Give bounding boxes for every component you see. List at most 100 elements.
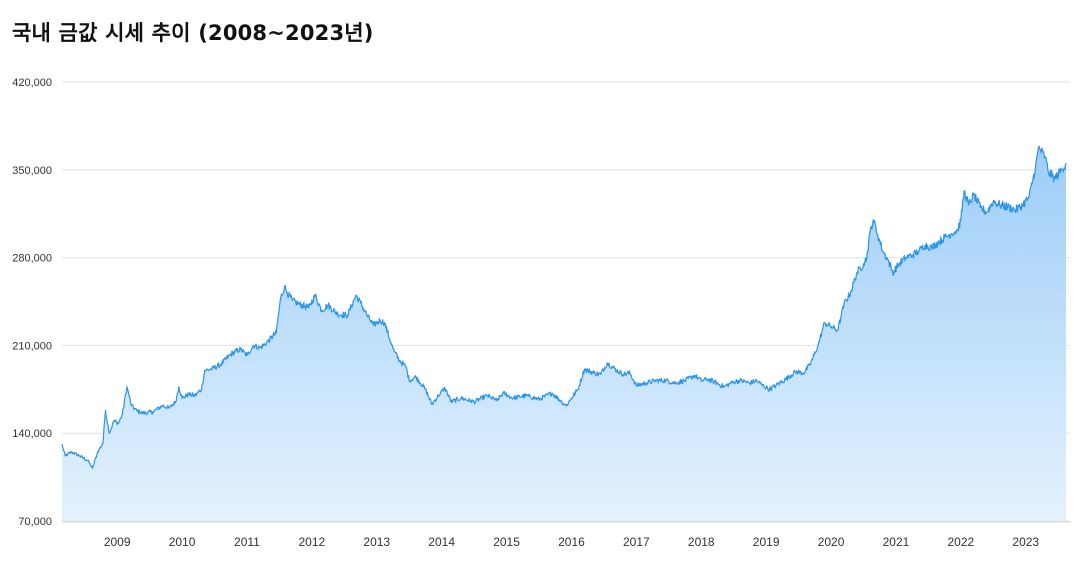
data-point [366, 314, 368, 316]
data-point [121, 413, 123, 415]
data-point [204, 369, 206, 372]
data-point [803, 372, 805, 374]
data-point [291, 299, 293, 301]
data-point [230, 353, 232, 355]
data-point [830, 325, 832, 328]
data-point [355, 294, 357, 296]
data-point [61, 443, 63, 446]
data-point [200, 388, 203, 390]
data-point [823, 322, 826, 324]
data-point [460, 397, 462, 399]
data-point [210, 368, 212, 370]
data-point [606, 362, 608, 364]
y-tick-label: 420,000 [12, 77, 52, 89]
x-tick-label: 2016 [558, 535, 585, 549]
data-point [905, 257, 907, 259]
data-point [408, 379, 410, 382]
data-point [694, 374, 696, 377]
data-point [700, 379, 702, 382]
data-point [565, 405, 567, 407]
data-point [635, 384, 637, 387]
data-point [986, 211, 988, 214]
data-point [892, 272, 894, 274]
data-point [538, 398, 540, 400]
data-point [862, 263, 865, 265]
data-point [104, 410, 107, 412]
data-point [174, 401, 177, 403]
data-point [645, 382, 647, 384]
y-tick-label: 140,000 [12, 428, 52, 440]
data-point [999, 204, 1001, 206]
data-point [937, 241, 939, 244]
data-point [1038, 146, 1040, 148]
data-point [775, 384, 777, 387]
data-point [239, 348, 242, 350]
data-point [473, 401, 475, 403]
data-point [168, 407, 170, 409]
data-point [102, 442, 104, 444]
y-tick-label: 70,000 [18, 516, 52, 528]
y-tick-label: 350,000 [12, 165, 52, 177]
data-point [71, 451, 73, 453]
data-point [924, 244, 926, 246]
data-point [314, 294, 316, 296]
data-point [194, 394, 196, 397]
data-point [117, 422, 120, 424]
data-point [346, 314, 349, 316]
data-point [450, 401, 452, 403]
y-tick-label: 210,000 [12, 340, 52, 352]
data-point [398, 359, 401, 362]
data-point [551, 392, 553, 394]
x-tick-label: 2009 [104, 535, 131, 549]
price-area-fill [62, 146, 1066, 521]
data-point [259, 347, 261, 349]
data-point [979, 206, 981, 209]
data-point [707, 378, 709, 380]
data-point [723, 386, 725, 388]
data-point [733, 381, 735, 383]
data-point [992, 200, 994, 202]
data-point [957, 229, 959, 231]
data-point [327, 304, 329, 306]
data-point [840, 317, 842, 319]
x-tick-label: 2014 [428, 535, 455, 549]
data-point [785, 378, 787, 380]
x-tick-label: 2011 [234, 535, 260, 549]
data-point [1021, 204, 1024, 206]
data-point [684, 379, 686, 382]
data-point [960, 219, 962, 221]
data-point [108, 432, 110, 434]
data-point [284, 285, 286, 288]
data-point [130, 405, 133, 407]
data-point [64, 455, 66, 457]
data-point [762, 384, 764, 387]
data-point [246, 354, 248, 357]
data-point [817, 344, 819, 346]
x-tick-label: 2017 [623, 535, 650, 549]
data-point [968, 204, 970, 206]
data-point [437, 394, 440, 397]
x-tick-label: 2010 [169, 535, 196, 549]
data-point [1028, 196, 1030, 198]
data-point [359, 302, 362, 304]
data-point [220, 363, 222, 365]
data-point [379, 319, 381, 321]
data-point [755, 379, 758, 382]
x-axis: 2009 2010 2011 2012 2013 2014 2015 2016 2017 2018… [104, 535, 1040, 549]
data-point [918, 250, 920, 252]
x-tick-label: 2012 [299, 535, 326, 549]
x-tick-label: 2015 [493, 535, 520, 549]
data-point [622, 373, 624, 375]
data-point [600, 373, 602, 375]
data-point [280, 297, 282, 299]
data-point [866, 257, 868, 259]
data-point [298, 303, 300, 305]
data-point [561, 401, 563, 403]
data-point [252, 344, 255, 346]
x-tick-label: 2019 [753, 535, 780, 549]
data-point [97, 451, 99, 453]
data-point [593, 372, 595, 374]
data-point [768, 388, 771, 390]
data-point [424, 388, 427, 390]
data-point [583, 368, 586, 370]
